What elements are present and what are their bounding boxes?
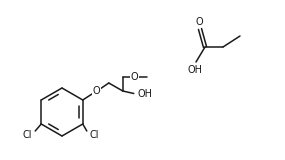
- Text: O: O: [93, 86, 101, 96]
- Text: OH: OH: [138, 89, 153, 99]
- Text: OH: OH: [188, 65, 203, 75]
- Text: O: O: [195, 17, 203, 27]
- Text: Cl: Cl: [90, 130, 99, 140]
- Text: Cl: Cl: [23, 130, 32, 140]
- Text: O: O: [131, 72, 139, 82]
